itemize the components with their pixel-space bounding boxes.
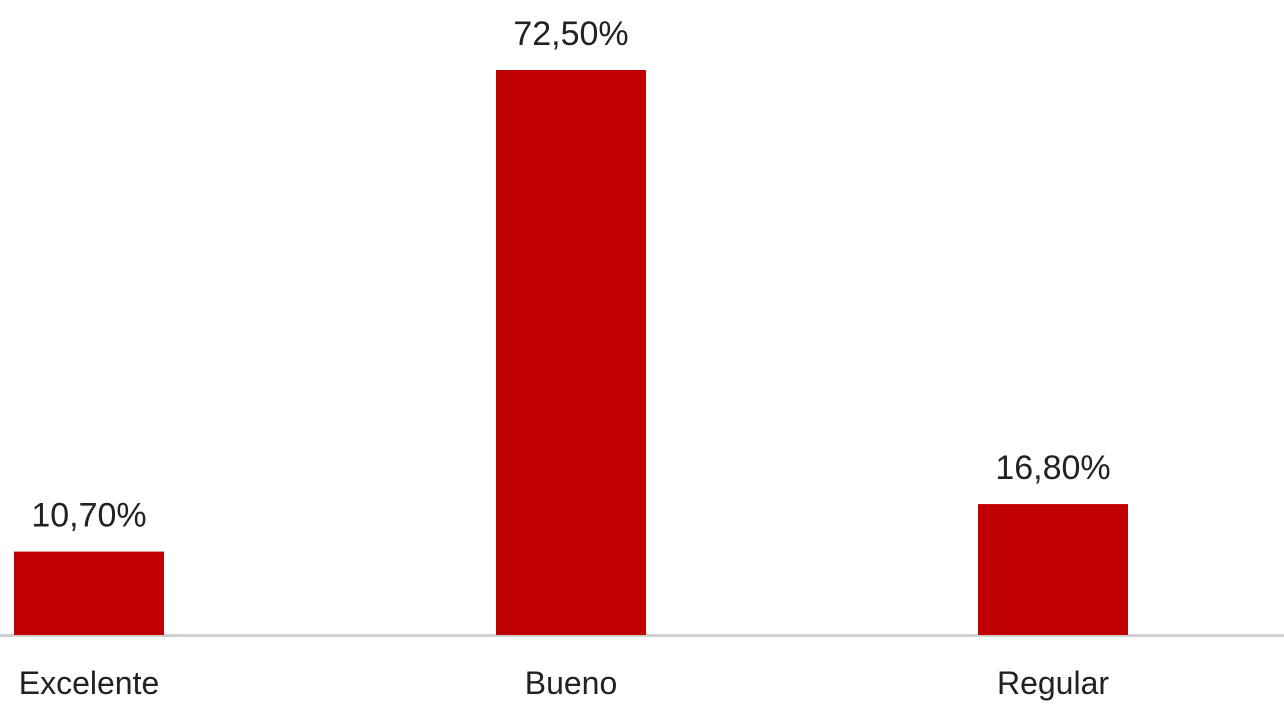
- data-label-regular: 16,80%: [995, 449, 1110, 487]
- x-tick-label-regular: Regular: [997, 665, 1109, 701]
- data-label-bueno: 72,50%: [513, 15, 628, 53]
- x-tick-label-excelente: Excelente: [19, 665, 160, 701]
- bar-excelente: [14, 551, 164, 635]
- bar-bueno: [496, 70, 646, 635]
- x-tick-label-bueno: Bueno: [525, 665, 618, 701]
- data-label-excelente: 10,70%: [31, 497, 146, 535]
- bar-regular: [978, 504, 1128, 635]
